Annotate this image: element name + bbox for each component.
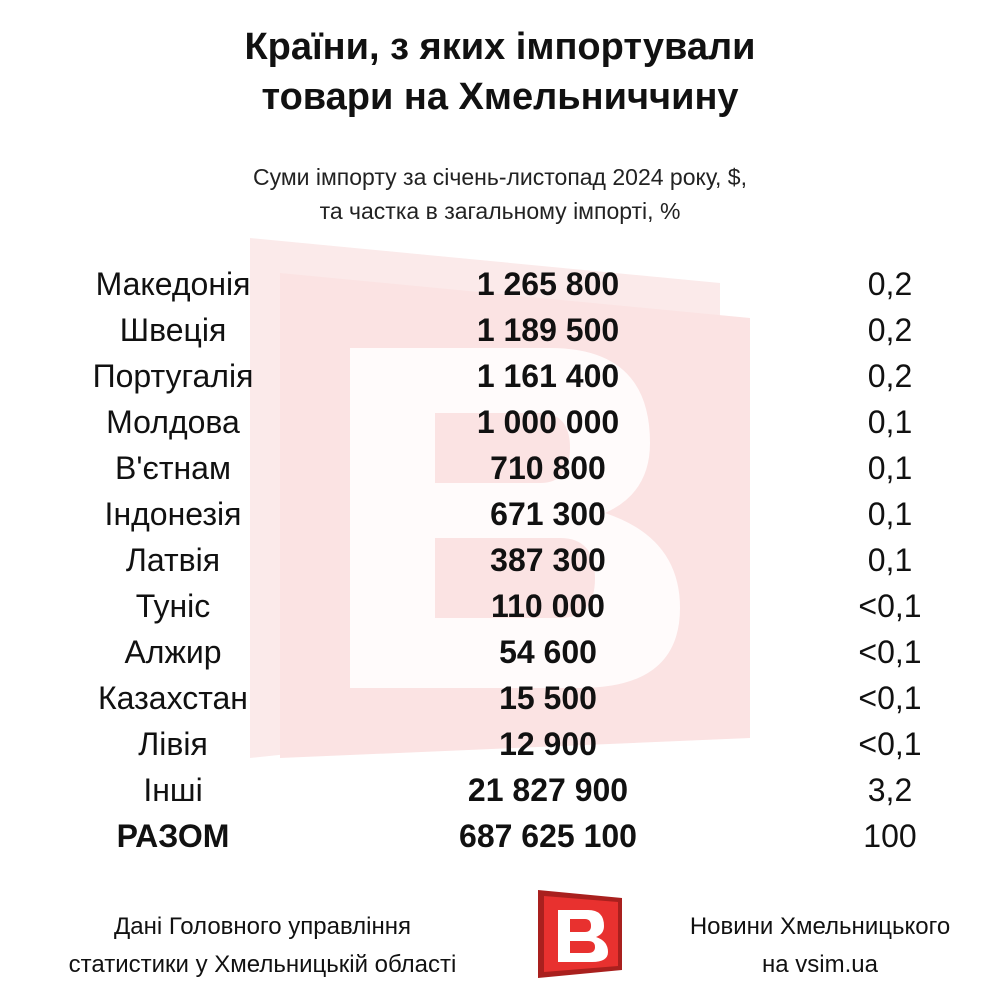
country-name: Алжир — [124, 634, 222, 670]
table-row: Казахстан 15 500 <0,1 — [0, 676, 1000, 722]
table-row: Туніс 110 000 <0,1 — [0, 584, 1000, 630]
title-line-1: Країни, з яких імпортували — [244, 26, 756, 68]
import-amount: 671 300 — [490, 496, 606, 532]
country-name: Швеція — [119, 312, 227, 348]
source-line-1: Дані Головного управління — [113, 913, 411, 940]
country-name: Молдова — [106, 404, 240, 440]
table-total-row: РАЗОМ 687 625 100 100 — [0, 814, 1000, 860]
table-row: Португалія 1 161 400 0,2 — [0, 354, 1000, 400]
import-share: 0,1 — [867, 450, 913, 486]
import-share: <0,1 — [858, 634, 922, 670]
import-share: <0,1 — [858, 680, 922, 716]
vsim-logo-icon — [538, 890, 622, 978]
import-amount: 15 500 — [499, 680, 597, 716]
import-share: <0,1 — [858, 726, 922, 762]
brand-line-2: на vsim.ua — [762, 951, 878, 978]
import-share: 0,2 — [867, 358, 913, 394]
subtitle-line-1: Суми імпорту за січень-листопад 2024 рок… — [252, 164, 747, 190]
import-share: 0,1 — [867, 542, 913, 578]
total-share: 100 — [863, 818, 917, 854]
import-amount: 21 827 900 — [467, 772, 629, 808]
import-amount: 110 000 — [491, 588, 605, 624]
import-amount: 1 265 800 — [476, 266, 620, 302]
vsim-watermark-icon — [250, 238, 750, 758]
total-label: РАЗОМ — [116, 818, 230, 854]
subtitle-line-2: та частка в загальному імпорті, % — [319, 198, 681, 224]
import-amount: 12 900 — [499, 726, 597, 762]
page-title: Країни, з яких імпортували товари на Хме… — [0, 22, 1000, 122]
import-amount: 387 300 — [490, 542, 606, 578]
country-name: Індонезія — [104, 496, 242, 532]
country-name: Казахстан — [98, 680, 248, 716]
data-source: Дані Головного управління статистики у Х… — [0, 908, 525, 984]
table-row: Молдова 1 000 000 0,1 — [0, 400, 1000, 446]
import-share: <0,1 — [858, 588, 922, 624]
table-row: Швеція 1 189 500 0,2 — [0, 308, 1000, 354]
total-amount: 687 625 100 — [459, 818, 637, 854]
country-name: В'єтнам — [115, 450, 231, 486]
import-amount: 1 161 400 — [476, 358, 620, 394]
brand-line-1: Новини Хмельницького — [689, 913, 951, 940]
brand-credit: Новини Хмельницького на vsim.ua — [640, 908, 1000, 984]
import-share: 3,2 — [867, 772, 913, 808]
country-name: Латвія — [125, 542, 221, 578]
import-amount: 1 000 000 — [476, 404, 620, 440]
table-row: Індонезія 671 300 0,1 — [0, 492, 1000, 538]
import-amount: 1 189 500 — [476, 312, 620, 348]
table-row: Алжир 54 600 <0,1 — [0, 630, 1000, 676]
country-name: Інші — [143, 772, 203, 808]
import-share: 0,1 — [867, 404, 913, 440]
table-row: В'єтнам 710 800 0,1 — [0, 446, 1000, 492]
source-line-2: статистики у Хмельницькій області — [68, 951, 457, 978]
country-name: Португалія — [92, 358, 254, 394]
import-table: Македонія 1 265 800 0,2 Швеція 1 189 500… — [0, 262, 1000, 860]
import-share: 0,1 — [867, 496, 913, 532]
country-name: Македонія — [95, 266, 251, 302]
table-row: Інші 21 827 900 3,2 — [0, 768, 1000, 814]
import-amount: 54 600 — [499, 634, 597, 670]
import-share: 0,2 — [867, 266, 913, 302]
title-line-2: товари на Хмельниччину — [261, 76, 739, 118]
table-row: Латвія 387 300 0,1 — [0, 538, 1000, 584]
table-row: Лівія 12 900 <0,1 — [0, 722, 1000, 768]
country-name: Лівія — [138, 726, 208, 762]
import-share: 0,2 — [867, 312, 913, 348]
import-amount: 710 800 — [490, 450, 606, 486]
table-row: Македонія 1 265 800 0,2 — [0, 262, 1000, 308]
page-subtitle: Суми імпорту за січень-листопад 2024 рок… — [0, 160, 1000, 228]
country-name: Туніс — [135, 588, 211, 624]
